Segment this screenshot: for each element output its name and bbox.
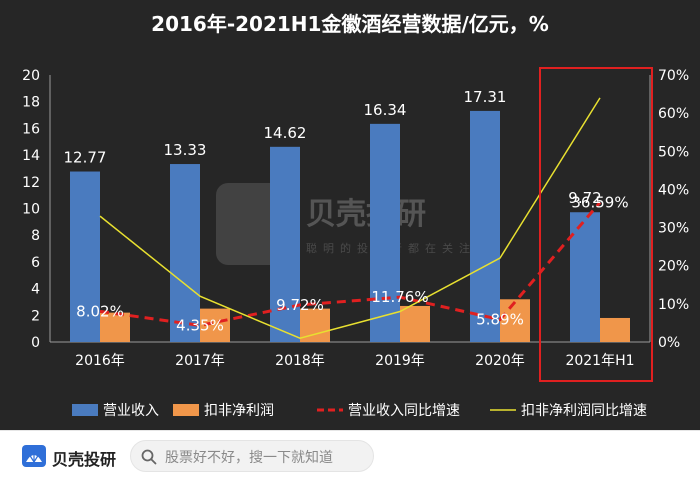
net-profit-bar [500,299,530,342]
y-right-tick-label: 40% [658,182,689,198]
legend-swatch [72,404,98,416]
x-tick-label: 2017年 [175,353,225,369]
search-icon [141,449,157,465]
y-left-tick-label: 18 [22,95,40,111]
revenue-value-label: 14.62 [264,124,307,142]
y-left-tick-label: 0 [31,335,40,351]
x-tick-label: 2016年 [75,353,125,369]
x-tick-label: 2018年 [275,353,325,369]
x-tick-label: 2019年 [375,353,425,369]
y-left-tick-label: 8 [31,228,40,244]
search-input[interactable]: 股票好不好，搜一下就知道 [130,440,374,472]
revenue-bar [470,110,500,342]
y-left-tick-label: 4 [31,282,40,298]
legend: 营业收入 扣非净利润 营业收入同比增速 扣非净利润同比增速 [72,403,647,419]
watermark-brand: 贝壳投研 [306,197,426,232]
revenue-value-label: 12.77 [64,149,107,167]
y-left-tick-label: 12 [22,175,40,191]
y-left-tick-label: 14 [22,148,40,164]
y-right-tick-label: 50% [658,144,689,160]
y-left-tick-label: 20 [22,68,40,84]
highlight-box [539,67,653,382]
net-profit-bar [400,305,430,342]
revenue-value-label: 16.34 [364,101,407,119]
y-right-tick-label: 10% [658,297,689,313]
axes: 0 2 4 6 8 10 12 14 16 18 20 0% 10% 20% 30% 40% 50% 60% 70%… [22,68,689,369]
bars [70,110,630,343]
net-profit-bar [100,312,130,342]
shell-logo-icon [22,445,46,467]
revenue-value-label: 9.72 [568,189,601,207]
legend-label: 扣非净利润同比增速 [521,403,647,419]
x-tick-label: 2021年H1 [565,353,634,369]
revenue-bar [570,212,600,342]
legend-swatch [173,404,199,416]
chart-area: 贝壳投研 聪明的投资者都在关注 2016年-2021H1金徽酒经营数据/亿元，%… [22,12,690,419]
net-profit-bar [600,317,630,342]
revenue-bar [370,123,400,343]
revenue-value-label: 17.31 [464,88,507,106]
x-tick-label: 2020年 [475,353,525,369]
revenue-growth-label: 9.72% [276,296,324,314]
search-placeholder: 股票好不好，搜一下就知道 [165,450,333,466]
y-right-tick-label: 0% [658,335,680,351]
chart-title: 2016年-2021H1金徽酒经营数据/亿元，% [151,12,549,36]
y-left-tick-label: 2 [31,308,40,324]
revenue-growth-label: 36.59% [571,193,628,211]
data-labels: 12.77 13.33 14.62 16.34 17.31 9.72 8.02% 4.35% 9… [64,88,629,334]
revenue-growth-label: 8.02% [76,302,124,320]
watermark: 贝壳投研 聪明的投资者都在关注 [216,183,470,265]
revenue-bar [70,171,100,342]
legend-label: 扣非净利润 [204,403,274,419]
y-right-tick-label: 20% [658,259,689,275]
footer-brand: 贝壳投研 [52,450,117,469]
lines [99,97,602,339]
y-left-tick-label: 16 [22,121,40,137]
revenue-growth-label: 5.89% [476,311,524,329]
revenue-bar [170,164,200,342]
legend-label: 营业收入 [103,403,159,419]
net-profit-growth-line [99,97,601,339]
y-left-tick-label: 6 [31,255,40,271]
y-right-tick-label: 70% [658,68,689,84]
revenue-growth-label: 11.76% [371,288,428,306]
legend-label: 营业收入同比增速 [348,403,460,419]
y-right-tick-label: 30% [658,221,689,237]
chart-svg: 贝壳投研 聪明的投资者都在关注 2016年-2021H1金徽酒经营数据/亿元，%… [22,12,689,419]
y-left-tick-label: 10 [22,202,40,218]
revenue-value-label: 13.33 [164,141,207,159]
y-right-tick-label: 60% [658,106,689,122]
footer-bar: 贝壳投研 股票好不好，搜一下就知道 [0,430,700,482]
revenue-growth-label: 4.35% [176,316,224,334]
